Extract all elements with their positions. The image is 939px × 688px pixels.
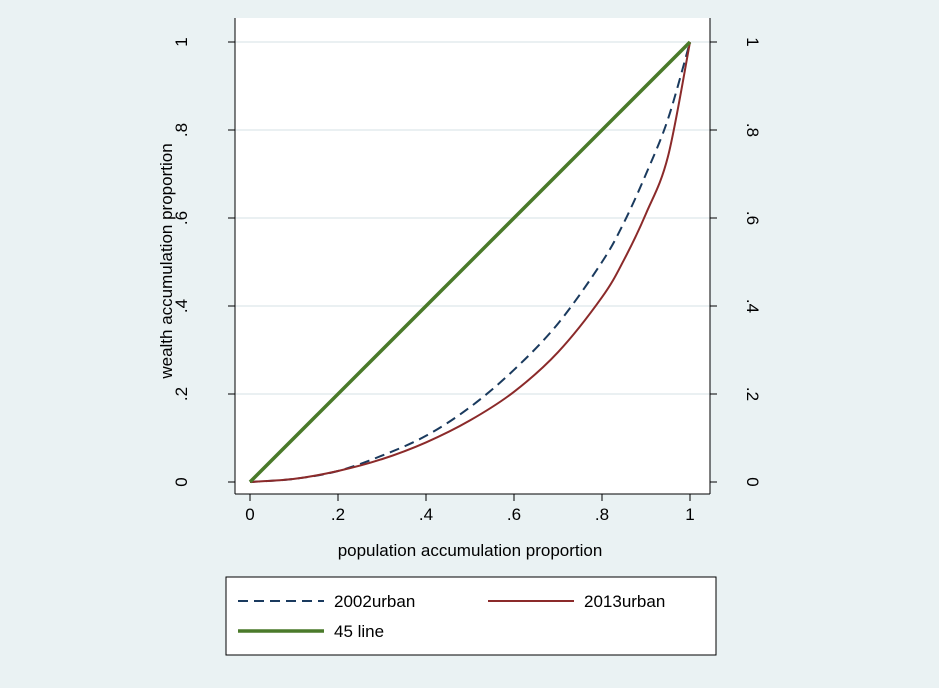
series-line-2013urban [249, 41, 691, 483]
legend-box [225, 576, 717, 656]
axes [234, 18, 711, 495]
y-tick-label-left-4: .8 [172, 123, 191, 137]
y-tick-label-left-2: .4 [172, 299, 191, 313]
y-tick-label-right-1: .2 [743, 387, 762, 401]
legend-label-45-line: 45 line [334, 622, 384, 641]
plot-area [235, 18, 710, 494]
y-tick-label-left-3: .6 [172, 211, 191, 225]
x-tick-label-4: .8 [595, 505, 609, 524]
legend: 2002urban 2013urban 45 line [225, 576, 717, 656]
legend-label-2013urban: 2013urban [584, 592, 665, 611]
x-axis-title: population accumulation proportion [338, 541, 603, 560]
y-tick-label-right-5: 1 [743, 37, 762, 46]
ticks-layer: 0 .2 .4 .6 .8 1 0 .2 .4 .6 .8 1 0 .2 .4 .6 .8 1 [172, 37, 762, 524]
x-tick-label-3: .6 [507, 505, 521, 524]
y-tick-label-left-5: 1 [172, 37, 191, 46]
y-tick-label-right-4: .8 [743, 123, 762, 137]
series-layer [248, 40, 692, 484]
y-axis-title: wealth accumulation proportion [157, 143, 176, 379]
y-tick-label-right-3: .6 [743, 211, 762, 225]
y-tick-label-left-0: 0 [172, 477, 191, 486]
x-tick-label-1: .2 [331, 505, 345, 524]
x-tick-label-0: 0 [245, 505, 254, 524]
x-tick-label-5: 1 [685, 505, 694, 524]
y-tick-label-right-2: .4 [743, 299, 762, 313]
series-line-45-line [248, 40, 692, 484]
y-tick-label-left-1: .2 [172, 387, 191, 401]
x-tick-label-2: .4 [419, 505, 433, 524]
legend-label-2002urban: 2002urban [334, 592, 415, 611]
gridlines [235, 41, 710, 395]
y-tick-label-right-0: 0 [743, 477, 762, 486]
